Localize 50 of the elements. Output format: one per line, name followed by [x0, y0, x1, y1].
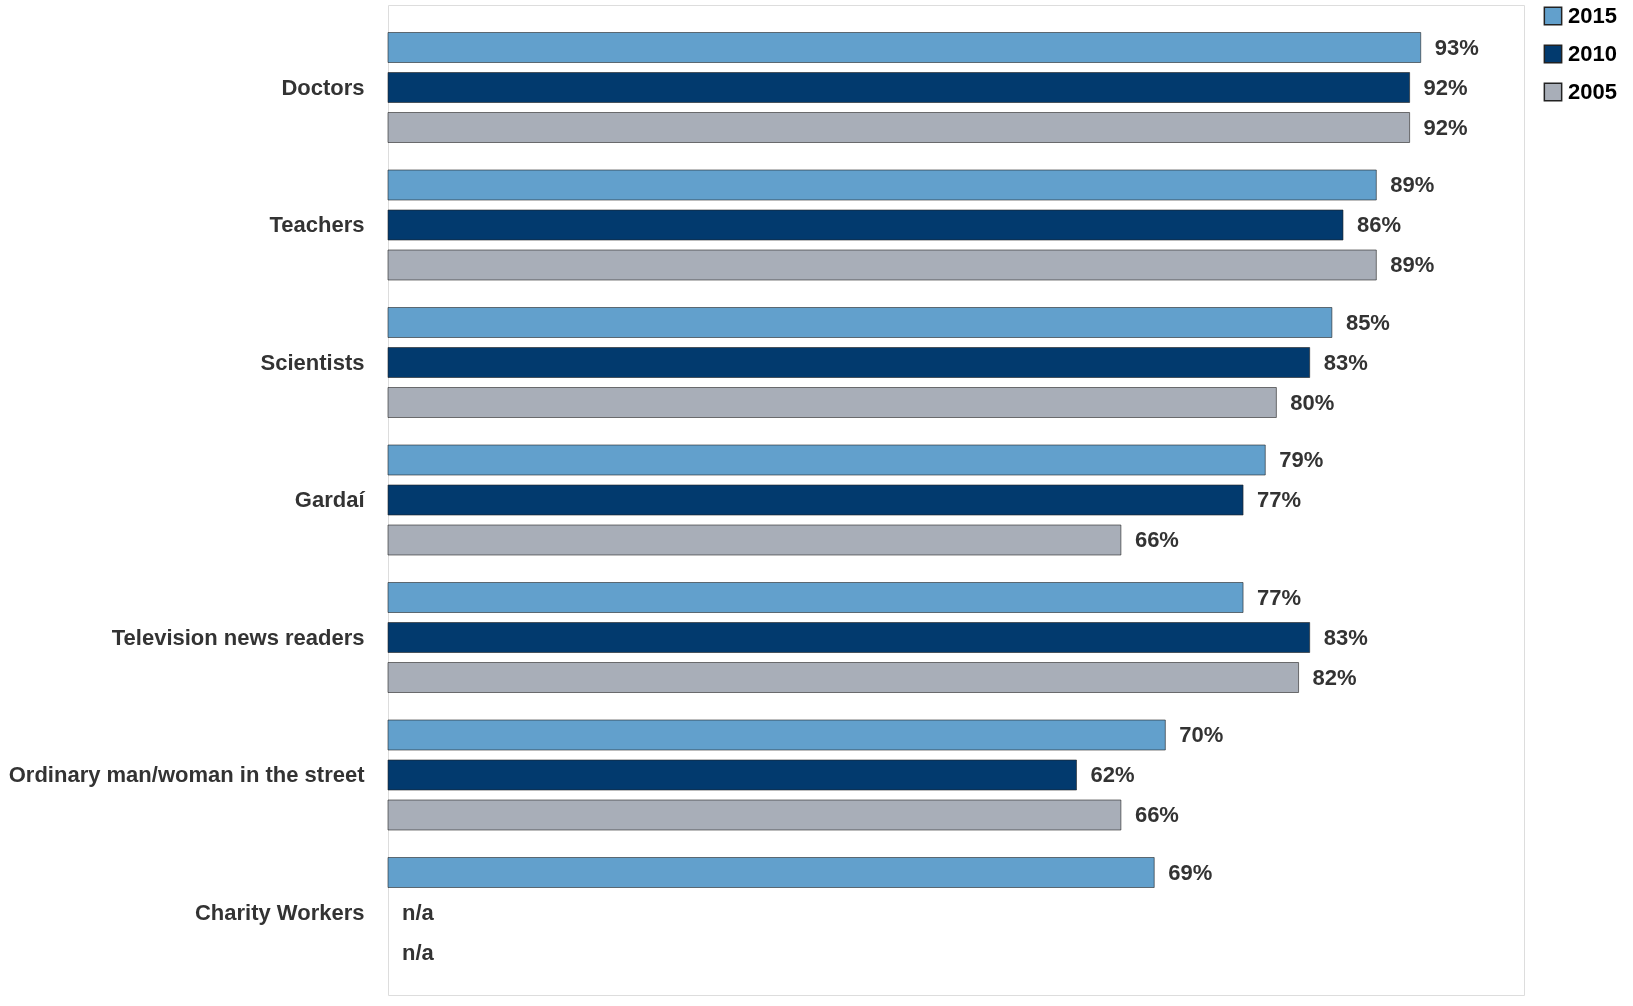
y-tick-label: Television news readers — [111, 624, 365, 650]
bar — [387, 582, 1244, 613]
bar — [387, 387, 1277, 418]
bar — [387, 719, 1166, 751]
data-label: 93% — [1434, 34, 1479, 60]
legend-label: 2010 — [1568, 41, 1617, 66]
data-label: 92% — [1423, 74, 1468, 100]
data-label: 77% — [1257, 487, 1302, 512]
y-tick-label: Ordinary man/woman in the street — [8, 762, 366, 787]
y-tick-label: Charity Workers — [194, 899, 365, 925]
bar — [387, 484, 1244, 516]
bar — [387, 622, 1310, 653]
bar — [387, 857, 1155, 888]
data-label: 92% — [1423, 114, 1468, 140]
bar — [387, 249, 1377, 281]
data-label: 82% — [1312, 664, 1357, 690]
data-label: 85% — [1345, 309, 1390, 335]
data-label: 69% — [1168, 859, 1213, 885]
text: n/a — [402, 939, 434, 965]
y-tick-label: Gardaí — [294, 487, 366, 512]
data-label: 83% — [1323, 624, 1368, 650]
bar — [387, 169, 1377, 201]
bar — [387, 72, 1410, 103]
data-label: 77% — [1257, 584, 1302, 610]
text: n/a — [402, 899, 434, 925]
bar — [387, 524, 1122, 556]
bar — [387, 662, 1299, 693]
bar — [387, 307, 1333, 338]
data-label: 89% — [1390, 172, 1435, 197]
bar — [387, 444, 1266, 476]
bar — [387, 112, 1410, 143]
data-label: 62% — [1090, 762, 1135, 787]
data-label: 79% — [1279, 447, 1324, 472]
y-tick-label: Teachers — [269, 212, 365, 237]
y-tick-label: Doctors — [281, 74, 365, 100]
bar — [387, 759, 1077, 791]
data-label: 86% — [1357, 212, 1402, 237]
data-label: 80% — [1290, 389, 1335, 415]
data-label: 70% — [1179, 722, 1224, 747]
legend-label: 2005 — [1568, 79, 1617, 104]
y-tick-label: Scientists — [260, 349, 365, 375]
bar — [387, 347, 1310, 378]
data-label: 66% — [1134, 802, 1179, 827]
bar — [387, 32, 1422, 63]
bar — [387, 209, 1344, 241]
data-label: 66% — [1134, 527, 1179, 552]
data-label: 89% — [1390, 252, 1435, 277]
bar — [387, 799, 1122, 831]
legend-label: 2015 — [1568, 3, 1617, 28]
data-label: 83% — [1323, 349, 1368, 375]
